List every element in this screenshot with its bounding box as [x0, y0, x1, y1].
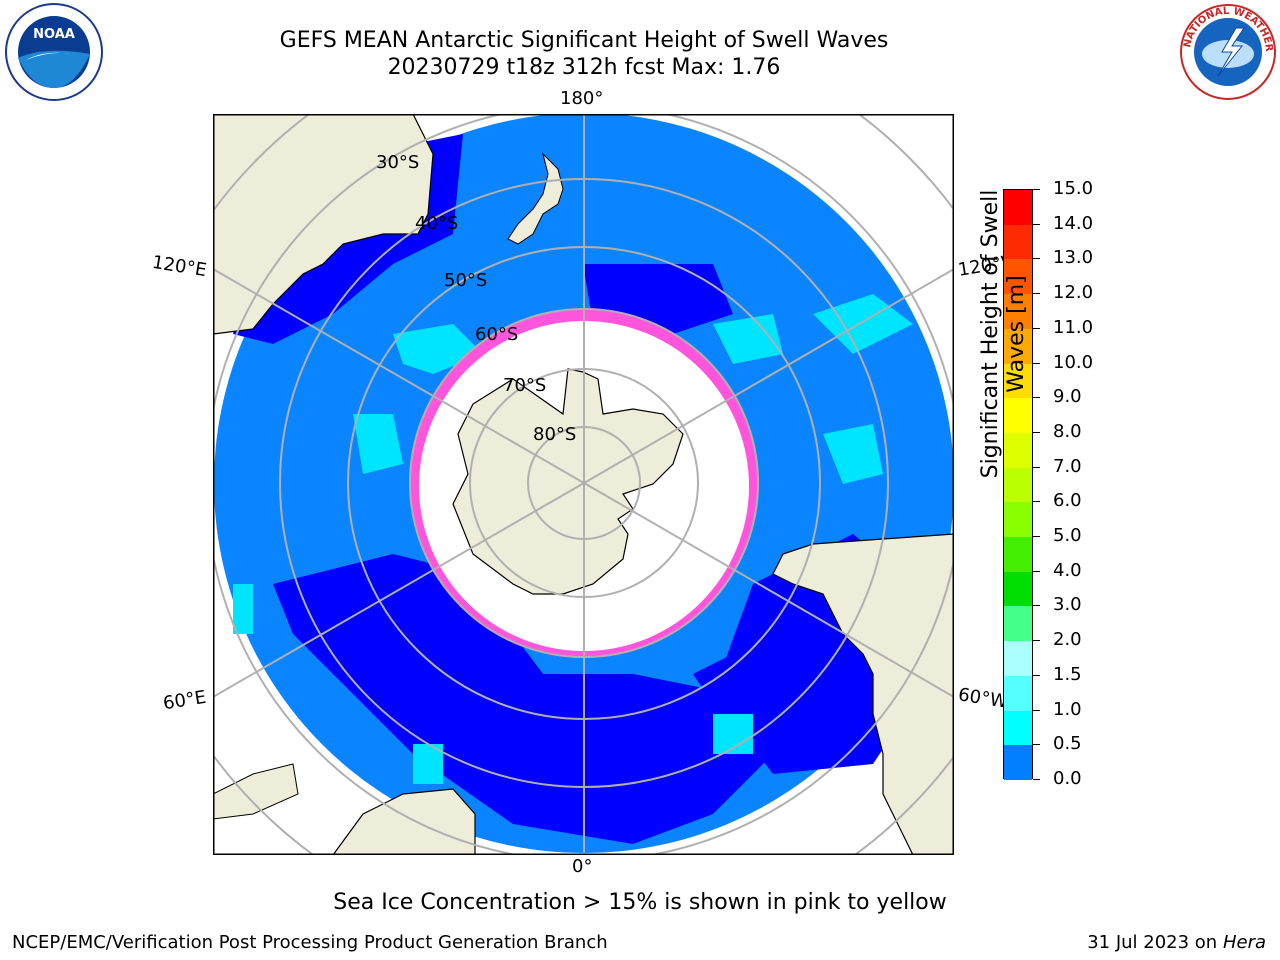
colorbar-segment	[1004, 502, 1032, 538]
colorbar-tickmark	[1033, 431, 1040, 433]
colorbar-tickmark	[1033, 605, 1040, 607]
noaa-logo: NOAA	[5, 3, 103, 101]
colorbar-tick-label: 15.0	[1053, 178, 1094, 199]
colorbar-tickmark	[1033, 362, 1040, 364]
colorbar-tickmark	[1033, 570, 1040, 572]
footer-credit: NCEP/EMC/Verification Post Processing Pr…	[12, 932, 608, 953]
map-title: GEFS MEAN Antarctic Significant Height o…	[279, 28, 889, 53]
colorbar-segment	[1004, 675, 1032, 712]
colorbar-tick-label: 7.0	[1053, 455, 1082, 477]
colorbar-tickmark	[1033, 189, 1040, 190]
colorbar-segment	[1004, 328, 1032, 365]
moderate-swell-regions	[233, 294, 913, 784]
colorbar-tickmark	[1033, 223, 1040, 225]
lat-label-30s: 30°S	[376, 152, 420, 173]
colorbar-segment	[1004, 363, 1032, 399]
lon-label-180: 180°	[560, 88, 604, 109]
colorbar-segment	[1004, 467, 1032, 503]
lon-label-60w: 60°W	[956, 684, 1010, 713]
antarctica-land	[452, 368, 684, 595]
lon-label-0: 0°	[572, 856, 593, 877]
australia-land	[213, 114, 434, 335]
lat-label-40s: 40°S	[415, 213, 459, 234]
colorbar-tick-label: 0.0	[1053, 768, 1082, 789]
colorbar-tickmark	[1033, 327, 1040, 329]
colorbar-tickmark	[1033, 674, 1040, 676]
africa-land	[332, 788, 476, 855]
svg-text:NOAA: NOAA	[33, 27, 75, 42]
south-america-land	[772, 533, 954, 855]
colorbar-tick-label: 10.0	[1053, 351, 1094, 373]
lat-label-70s: 70°S	[503, 375, 547, 396]
colorbar-segment	[1004, 190, 1032, 226]
colorbar	[1003, 189, 1033, 781]
longitude-grid	[213, 114, 954, 855]
colorbar-tickmark	[1033, 501, 1040, 503]
new-zealand-land	[507, 152, 564, 245]
polar-map	[213, 114, 954, 855]
colorbar-tick-label: 6.0	[1053, 490, 1082, 512]
colorbar-tick-label: 9.0	[1053, 386, 1082, 408]
colorbar-tickmark	[1033, 744, 1040, 746]
colorbar-segment	[1004, 641, 1032, 677]
ice-caption: Sea Ice Concentration > 15% is shown in …	[333, 890, 947, 915]
colorbar-tick-label: 5.0	[1053, 525, 1082, 547]
colorbar-segment	[1004, 294, 1032, 330]
colorbar-segment	[1004, 710, 1032, 746]
footer-date: 31 Jul 2023 on Hera	[1087, 932, 1266, 953]
colorbar-segment	[1004, 537, 1032, 573]
map-subtitle: 20230729 t18z 312h fcst Max: 1.76	[387, 55, 781, 80]
colorbar-tick-label: 12.0	[1053, 282, 1094, 304]
colorbar-segment	[1004, 745, 1032, 781]
colorbar-tick-label: 13.0	[1053, 247, 1094, 269]
colorbar-tick-label: 1.0	[1053, 698, 1082, 720]
colorbar-tick-label: 2.0	[1053, 629, 1082, 651]
colorbar-segment	[1004, 224, 1032, 260]
colorbar-tickmark	[1033, 293, 1040, 295]
colorbar-tickmark	[1033, 640, 1040, 642]
lat-label-50s: 50°S	[444, 270, 488, 291]
colorbar-tickmark	[1033, 536, 1040, 538]
colorbar-tickmark	[1033, 709, 1040, 711]
colorbar-tick-label: 14.0	[1053, 212, 1094, 234]
colorbar-tick-label: 4.0	[1053, 559, 1082, 581]
colorbar-tickmark	[1033, 466, 1040, 468]
colorbar-tickmark	[1033, 779, 1040, 780]
lat-label-60s: 60°S	[475, 324, 519, 345]
colorbar-segment	[1004, 571, 1032, 607]
colorbar-segment	[1004, 398, 1032, 434]
colorbar-label: Significant Height of Swell Waves [m]	[978, 189, 1029, 479]
madagascar-land	[213, 763, 299, 820]
colorbar-tickmark	[1033, 397, 1040, 399]
colorbar-tickmark	[1033, 258, 1040, 260]
lon-label-120e: 120°E	[150, 251, 209, 282]
colorbar-segment	[1004, 432, 1032, 469]
colorbar-segment	[1004, 259, 1032, 295]
colorbar-tick-label: 11.0	[1053, 316, 1094, 338]
colorbar-tick-label: 3.0	[1053, 594, 1082, 616]
lat-label-80s: 80°S	[533, 424, 577, 445]
nws-logo: NATIONAL WEATHER SERVICE	[1178, 2, 1276, 100]
colorbar-tick-label: 1.5	[1053, 663, 1082, 685]
lon-label-60e: 60°E	[161, 686, 208, 715]
colorbar-segment	[1004, 606, 1032, 642]
colorbar-tick-label: 8.0	[1053, 420, 1082, 442]
colorbar-tick-label: 0.5	[1053, 733, 1082, 755]
